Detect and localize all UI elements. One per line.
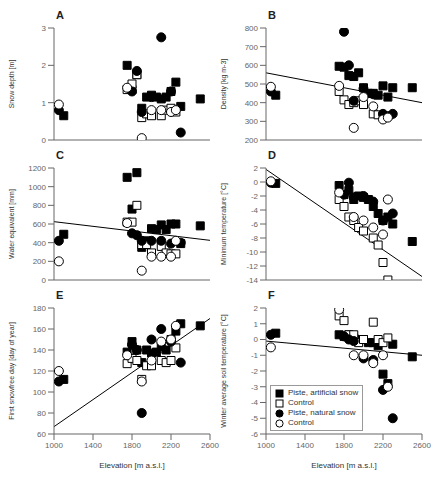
svg-text:-6: -6 bbox=[251, 430, 259, 439]
svg-text:Density [kg m-3]: Density [kg m-3] bbox=[220, 59, 228, 110]
svg-text:160: 160 bbox=[33, 325, 47, 334]
svg-text:Winter average soil temperatur: Winter average soil temperature [°C] bbox=[220, 314, 228, 427]
svg-text:-10: -10 bbox=[246, 248, 258, 257]
html-text:D: D bbox=[268, 149, 276, 161]
svg-text:600: 600 bbox=[245, 61, 259, 70]
html-text:Piste, artificial snow: Piste, artificial snow bbox=[288, 388, 359, 397]
svg-text:800: 800 bbox=[33, 201, 47, 210]
html-text:B: B bbox=[268, 9, 276, 21]
svg-text:200: 200 bbox=[33, 257, 47, 266]
svg-text:700: 700 bbox=[245, 43, 259, 52]
svg-text:140: 140 bbox=[33, 346, 47, 355]
svg-text:-1: -1 bbox=[251, 351, 259, 360]
svg-text:3: 3 bbox=[42, 24, 47, 33]
svg-text:400: 400 bbox=[33, 239, 47, 248]
svg-text:180: 180 bbox=[33, 304, 47, 313]
svg-text:First snowfree day [day of yea: First snowfree day [day of year] bbox=[8, 322, 16, 420]
svg-text:1000: 1000 bbox=[28, 183, 46, 192]
svg-text:-4: -4 bbox=[251, 398, 259, 407]
svg-text:1000: 1000 bbox=[257, 441, 275, 450]
svg-text:2200: 2200 bbox=[162, 441, 180, 450]
svg-text:0: 0 bbox=[254, 335, 259, 344]
html-text:E: E bbox=[56, 289, 64, 301]
html-text:Control: Control bbox=[288, 418, 314, 427]
svg-text:1000: 1000 bbox=[45, 441, 63, 450]
svg-text:2600: 2600 bbox=[201, 441, 219, 450]
svg-text:2: 2 bbox=[254, 304, 259, 313]
svg-text:400: 400 bbox=[245, 99, 259, 108]
svg-text:2: 2 bbox=[42, 61, 47, 70]
svg-text:Elevation [m a.s.l.]: Elevation [m a.s.l.] bbox=[311, 461, 376, 470]
svg-text:800: 800 bbox=[245, 24, 259, 33]
svg-text:2600: 2600 bbox=[413, 441, 431, 450]
html-text:C: C bbox=[56, 149, 64, 161]
svg-text:1: 1 bbox=[254, 320, 259, 329]
svg-text:1400: 1400 bbox=[296, 441, 314, 450]
svg-text:Water equivalent [mm]: Water equivalent [mm] bbox=[8, 189, 16, 259]
svg-text:Minimum temperature [°C]: Minimum temperature [°C] bbox=[220, 183, 228, 265]
svg-text:-5: -5 bbox=[251, 414, 259, 423]
svg-text:Elevation [m a.s.l.]: Elevation [m a.s.l.] bbox=[99, 461, 164, 470]
svg-text:0: 0 bbox=[42, 136, 47, 145]
svg-text:-4: -4 bbox=[251, 206, 259, 215]
svg-text:-3: -3 bbox=[251, 383, 259, 392]
svg-text:1: 1 bbox=[42, 99, 47, 108]
html-text:F: F bbox=[268, 289, 275, 301]
svg-text:-2: -2 bbox=[251, 192, 259, 201]
svg-text:-12: -12 bbox=[246, 262, 258, 271]
html-text:Control: Control bbox=[288, 398, 314, 407]
svg-text:200: 200 bbox=[245, 136, 259, 145]
svg-text:-2: -2 bbox=[251, 367, 259, 376]
svg-text:500: 500 bbox=[245, 80, 259, 89]
svg-text:0: 0 bbox=[254, 178, 259, 187]
svg-text:1200: 1200 bbox=[28, 164, 46, 173]
svg-text:1800: 1800 bbox=[335, 441, 353, 450]
svg-text:120: 120 bbox=[33, 367, 47, 376]
svg-text:1800: 1800 bbox=[123, 441, 141, 450]
svg-text:-6: -6 bbox=[251, 220, 259, 229]
html-text:Piste, natural snow: Piste, natural snow bbox=[288, 408, 356, 417]
svg-text:600: 600 bbox=[33, 220, 47, 229]
svg-text:2: 2 bbox=[254, 164, 259, 173]
html-text:A: A bbox=[56, 9, 64, 21]
svg-text:100: 100 bbox=[33, 388, 47, 397]
svg-text:2200: 2200 bbox=[374, 441, 392, 450]
svg-text:Snow depth [m]: Snow depth [m] bbox=[8, 60, 16, 109]
svg-text:60: 60 bbox=[37, 430, 46, 439]
svg-text:1400: 1400 bbox=[84, 441, 102, 450]
svg-text:0: 0 bbox=[42, 276, 47, 285]
svg-text:80: 80 bbox=[37, 409, 46, 418]
svg-text:300: 300 bbox=[245, 117, 259, 126]
svg-text:-14: -14 bbox=[246, 276, 258, 285]
svg-text:-8: -8 bbox=[251, 234, 259, 243]
